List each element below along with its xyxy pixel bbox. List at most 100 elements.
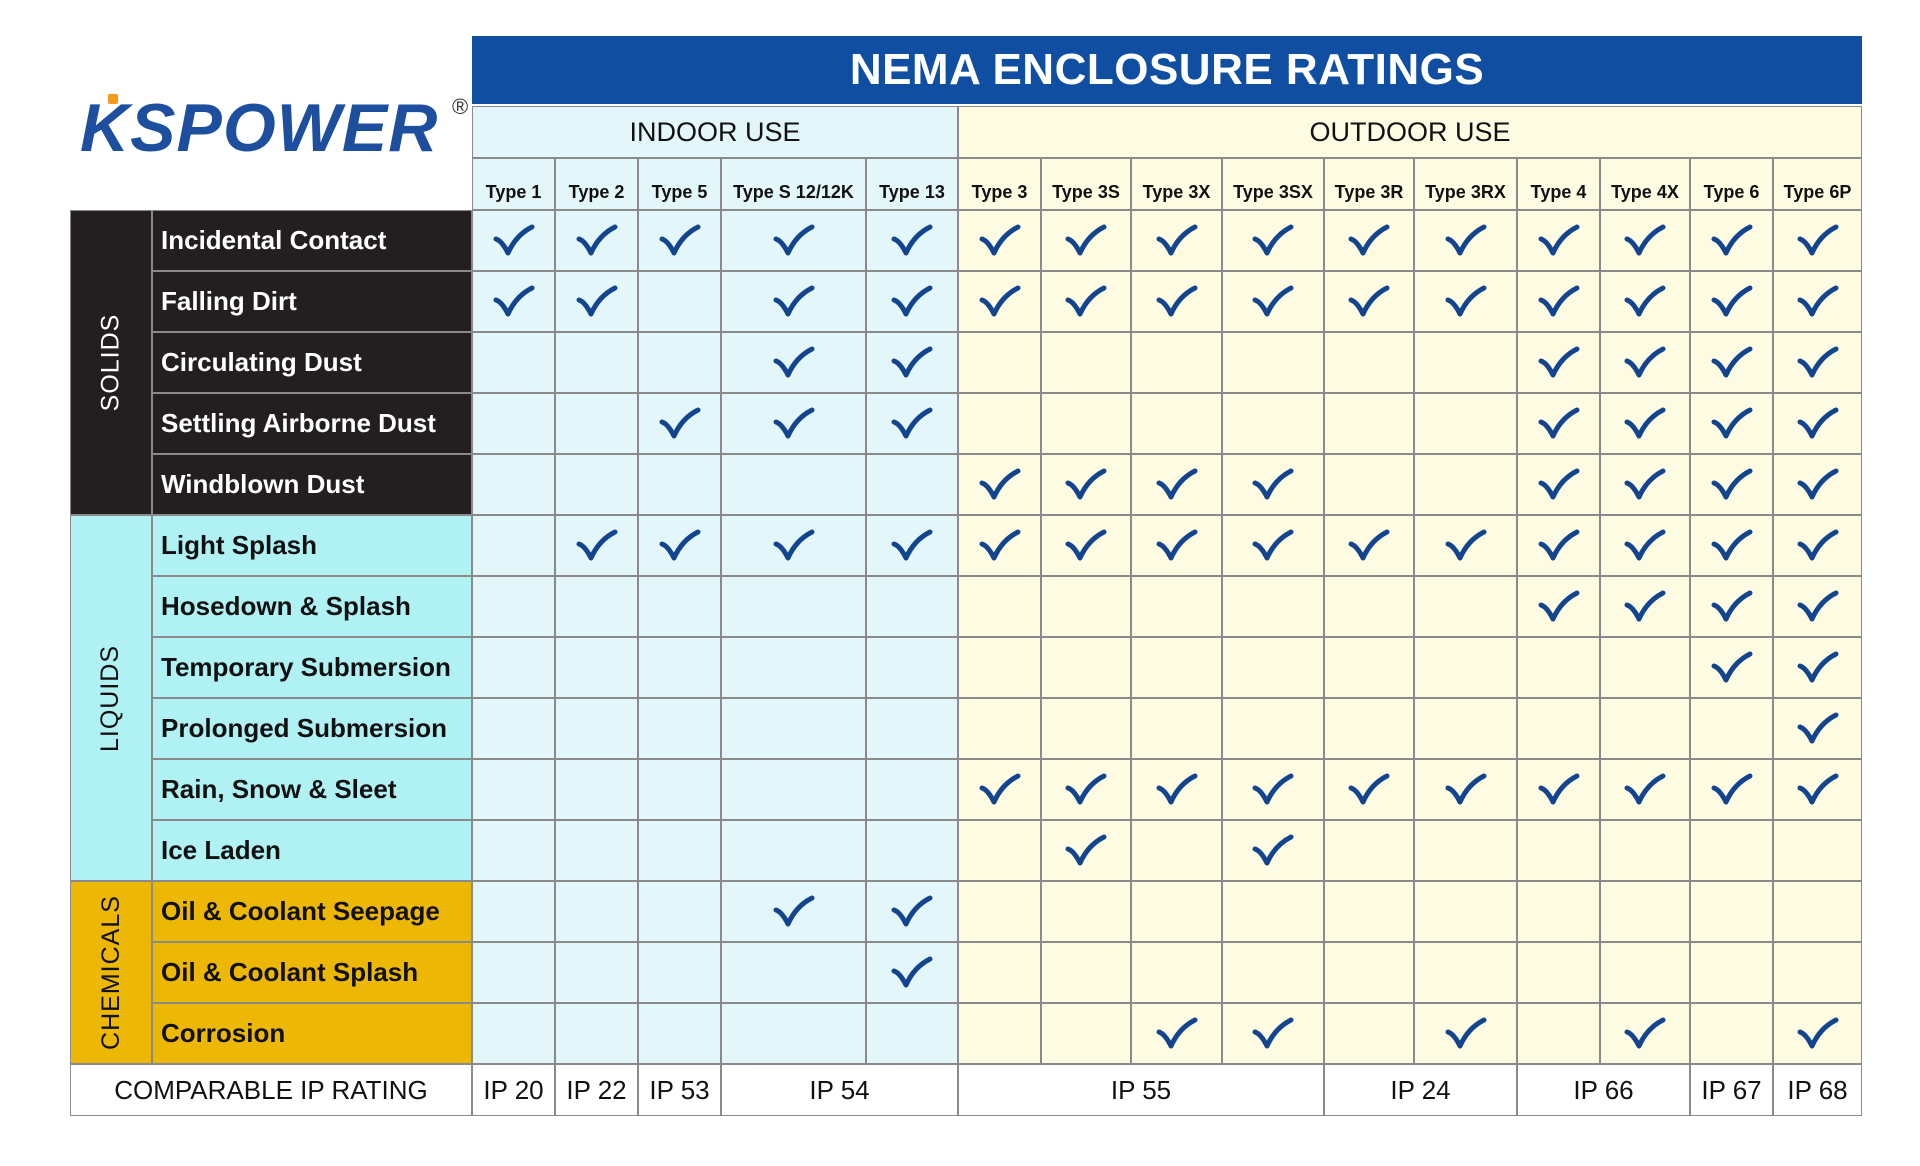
- check-icon: [1797, 651, 1838, 682]
- check-icon: [1538, 285, 1579, 316]
- rating-cell: [1414, 515, 1517, 576]
- rating-cell: [1222, 271, 1324, 332]
- check-icon: [1065, 224, 1107, 255]
- rating-cell: [1414, 698, 1517, 759]
- rating-cell: [1690, 1003, 1773, 1064]
- rating-cell: [638, 759, 721, 820]
- check-icon: [891, 529, 933, 560]
- rating-cell: [721, 698, 866, 759]
- check-icon: [1624, 407, 1666, 438]
- rating-cell: [1041, 881, 1131, 942]
- rating-cell: [1324, 576, 1414, 637]
- rating-cell: [472, 637, 555, 698]
- rating-cell: [1600, 759, 1690, 820]
- rating-cell: [1324, 210, 1414, 271]
- rating-cell: [1690, 210, 1773, 271]
- rating-cell: [1324, 332, 1414, 393]
- rating-cell: [958, 881, 1041, 942]
- type-header: Type 3X: [1131, 158, 1222, 210]
- rating-cell: [1222, 332, 1324, 393]
- rating-cell: [958, 393, 1041, 454]
- rating-cell: [1773, 881, 1862, 942]
- rating-cell: [1041, 332, 1131, 393]
- rating-cell: [1517, 942, 1600, 1003]
- rating-cell: [1222, 942, 1324, 1003]
- rating-cell: [1222, 454, 1324, 515]
- rating-cell: [1600, 454, 1690, 515]
- indoor-use-header: INDOOR USE: [472, 106, 958, 158]
- rating-cell: [1414, 637, 1517, 698]
- check-icon: [659, 224, 700, 255]
- rating-cell: [958, 759, 1041, 820]
- rating-cell: [721, 820, 866, 881]
- rating-cell: [1773, 1003, 1862, 1064]
- check-icon: [1624, 224, 1666, 255]
- check-icon: [1538, 346, 1579, 377]
- rating-cell: [638, 1003, 721, 1064]
- rating-cell: [1222, 515, 1324, 576]
- rating-cell: [555, 393, 638, 454]
- rating-cell: [958, 210, 1041, 271]
- rating-cell: [1600, 698, 1690, 759]
- rating-cell: [1324, 393, 1414, 454]
- rating-cell: [1414, 1003, 1517, 1064]
- rating-cell: [721, 881, 866, 942]
- check-icon: [773, 346, 814, 377]
- rating-cell: [1041, 576, 1131, 637]
- check-icon: [1797, 285, 1838, 316]
- rating-cell: [472, 698, 555, 759]
- rating-cell: [1600, 210, 1690, 271]
- rating-cell: [638, 271, 721, 332]
- check-icon: [1065, 529, 1107, 560]
- check-icon: [1252, 224, 1294, 255]
- check-icon: [1252, 834, 1294, 865]
- rating-cell: [1131, 332, 1222, 393]
- check-icon: [1538, 468, 1579, 499]
- rating-cell: [555, 820, 638, 881]
- rating-cell: [1773, 210, 1862, 271]
- rating-cell: [1041, 942, 1131, 1003]
- rating-cell: [555, 515, 638, 576]
- check-icon: [1797, 1017, 1838, 1048]
- rating-cell: [1773, 759, 1862, 820]
- rating-cell: [1041, 454, 1131, 515]
- row-label: Windblown Dust: [152, 454, 472, 515]
- category-solids: SOLIDS: [70, 210, 152, 515]
- rating-cell: [1131, 393, 1222, 454]
- rating-cell: [1041, 820, 1131, 881]
- check-icon: [1538, 407, 1579, 438]
- type-header: Type S 12/12K: [721, 158, 866, 210]
- rating-cell: [472, 881, 555, 942]
- rating-cell: [1773, 271, 1862, 332]
- check-icon: [1252, 529, 1294, 560]
- rating-cell: [1600, 393, 1690, 454]
- rating-cell: [1324, 637, 1414, 698]
- rating-cell: [958, 820, 1041, 881]
- check-icon: [1156, 529, 1197, 560]
- rating-cell: [1690, 515, 1773, 576]
- rating-cell: [472, 942, 555, 1003]
- row-label: Circulating Dust: [152, 332, 472, 393]
- rating-cell: [1041, 271, 1131, 332]
- rating-cell: [721, 1003, 866, 1064]
- rating-cell: [866, 637, 958, 698]
- check-icon: [576, 285, 617, 316]
- check-icon: [1065, 834, 1107, 865]
- type-header: Type 13: [866, 158, 958, 210]
- check-icon: [1445, 224, 1486, 255]
- rating-cell: [1414, 576, 1517, 637]
- rating-cell: [866, 698, 958, 759]
- rating-cell: [638, 637, 721, 698]
- rating-cell: [866, 515, 958, 576]
- row-label: Settling Airborne Dust: [152, 393, 472, 454]
- rating-cell: [1414, 271, 1517, 332]
- rating-cell: [1773, 515, 1862, 576]
- rating-cell: [555, 454, 638, 515]
- rating-cell: [555, 698, 638, 759]
- check-icon: [1711, 651, 1752, 682]
- check-icon: [773, 895, 814, 926]
- rating-cell: [1414, 759, 1517, 820]
- check-icon: [1711, 773, 1752, 804]
- rating-cell: [1600, 271, 1690, 332]
